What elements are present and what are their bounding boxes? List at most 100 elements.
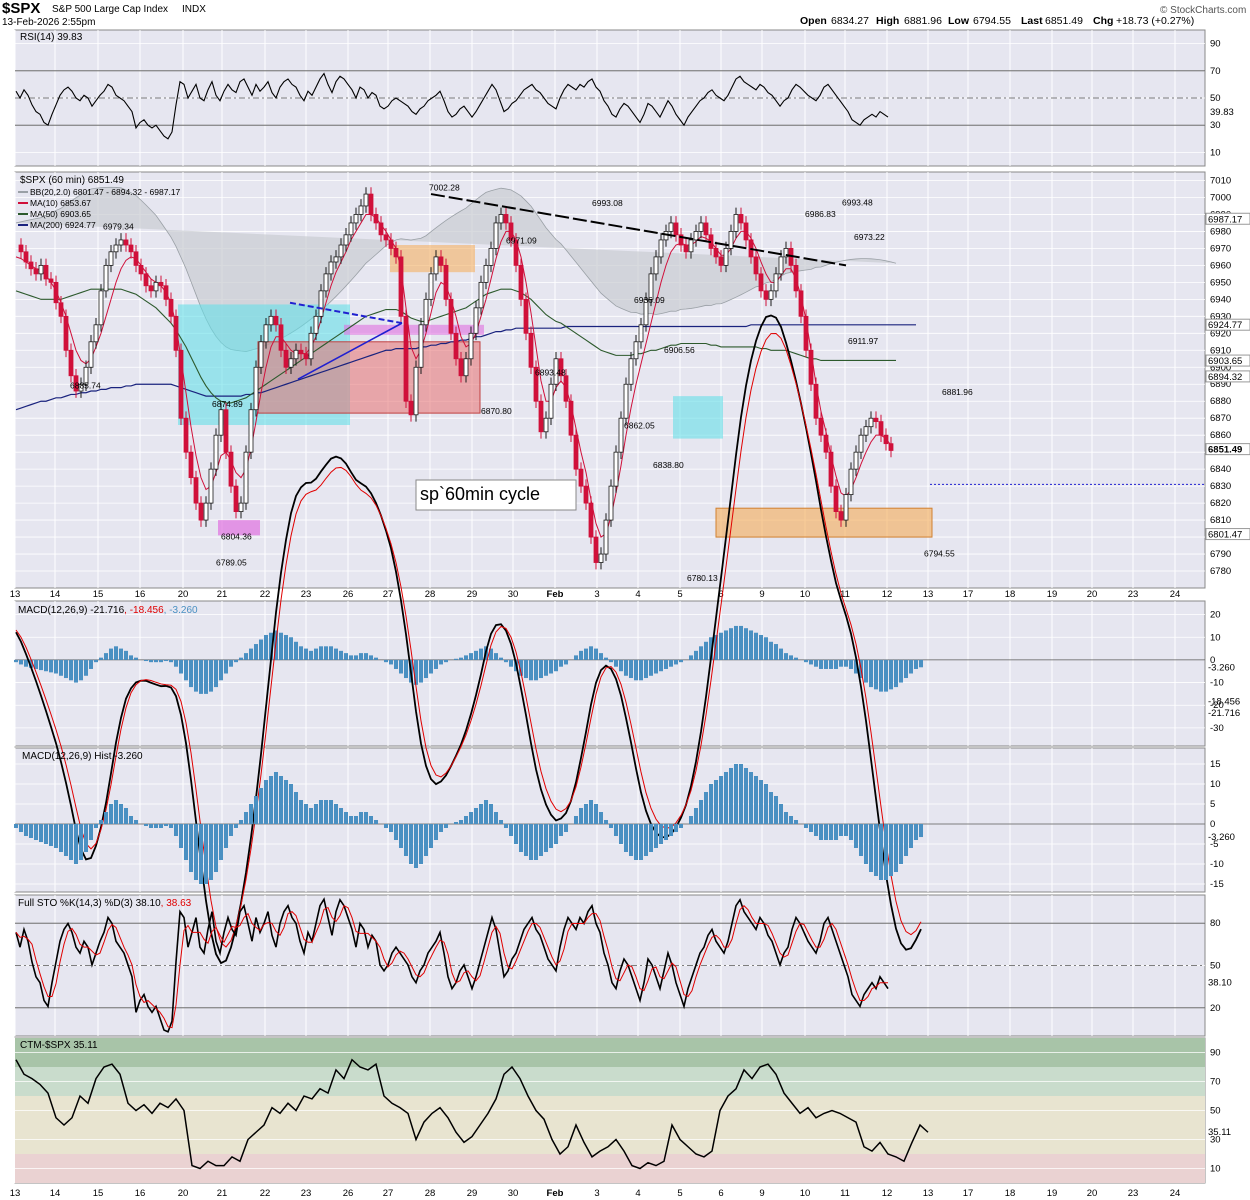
- x-axis-label: 11: [840, 589, 850, 600]
- macd-hist-bar: [189, 659, 193, 688]
- candle-body: [583, 485, 589, 504]
- macd-hist-bar: [24, 659, 28, 667]
- hist-bar: [354, 816, 358, 824]
- price-annotation: 6838.80: [653, 460, 684, 470]
- hist-bar: [329, 800, 333, 824]
- hist-bar: [384, 824, 388, 828]
- candle-body: [753, 256, 759, 275]
- hist-bar: [619, 824, 623, 844]
- candle-body: [298, 349, 304, 355]
- macd-y-tick: -10: [1210, 678, 1224, 689]
- x-axis-label: 24: [1170, 589, 1181, 600]
- candle-body: [148, 285, 154, 292]
- macd-hist-bar: [619, 659, 623, 672]
- hist-bar: [714, 780, 718, 824]
- macd-hist-bar: [754, 632, 758, 660]
- macd-hist-bar: [774, 644, 778, 660]
- price-value-tag: [1205, 212, 1250, 225]
- candle-body: [483, 264, 489, 283]
- macd-hist-bar: [399, 659, 403, 674]
- candle-body: [548, 383, 554, 419]
- candle-body: [553, 358, 559, 385]
- macd-hist-bar: [759, 634, 763, 660]
- x-axis-label: 28: [425, 1188, 436, 1199]
- price-annotation: 6911.97: [848, 336, 878, 346]
- candle-body: [243, 451, 249, 504]
- ctm-y-tick: 10: [1210, 1164, 1221, 1175]
- hist-bar: [749, 772, 753, 824]
- hist-bar: [519, 824, 523, 852]
- price-annotation: 6906.56: [664, 345, 695, 355]
- hist-bar: [609, 824, 613, 828]
- x-axis-label: 9: [759, 589, 764, 600]
- high-label: High: [876, 15, 899, 27]
- x-axis-label: 12: [882, 1188, 893, 1199]
- candle-body: [678, 234, 684, 246]
- rsi-value-label: 39.83: [1210, 107, 1234, 118]
- x-axis-label: 30: [508, 589, 519, 600]
- price-right-label: 6987.17: [1208, 214, 1242, 225]
- macd-hist-bar: [314, 648, 318, 660]
- price-y-tick: 6890: [1210, 379, 1231, 390]
- cycle-note: sp`60min cycle: [420, 484, 540, 504]
- x-axis-label: 3: [594, 1188, 599, 1199]
- candle-body: [673, 222, 679, 236]
- candle-body: [378, 222, 384, 236]
- candle-body: [368, 193, 374, 215]
- price-y-tick: 6900: [1210, 362, 1231, 373]
- macd-hist-bar: [184, 659, 188, 681]
- low-label: Low: [948, 15, 970, 27]
- candle-body: [108, 251, 114, 266]
- hist-bar: [39, 824, 43, 842]
- macd-right-label: -18.456: [1208, 697, 1240, 708]
- hist-bar: [129, 816, 133, 824]
- candle-body: [833, 485, 839, 512]
- hist-bar: [669, 824, 673, 836]
- price-annotation: 6993.48: [842, 198, 873, 208]
- hist-y-tick: -5: [1210, 839, 1218, 850]
- macd-hist-bar: [84, 659, 88, 676]
- candle-body: [173, 315, 179, 351]
- macd-hist-bar: [479, 648, 483, 660]
- hist-bar: [254, 796, 258, 824]
- hist-bar: [629, 824, 633, 856]
- macd-hist-bar: [29, 659, 33, 668]
- macd-hist-bar: [324, 646, 328, 660]
- macd-hist-bar: [239, 657, 243, 660]
- hist-bar: [194, 824, 198, 880]
- macd-hist-bar: [384, 659, 388, 663]
- hist-bar: [409, 824, 413, 864]
- resistance-trendline: [430, 193, 847, 267]
- macd-hist-bar: [869, 659, 873, 688]
- legend-entry: MA(200) 6924.77: [30, 220, 96, 230]
- hist-bar: [219, 824, 223, 860]
- hist-bar: [119, 804, 123, 824]
- hist-bar: [424, 824, 428, 856]
- macd-hist-bar: [424, 659, 428, 679]
- macd-hist-bar: [14, 659, 18, 663]
- macd-hist-bar: [499, 657, 503, 660]
- hist-bar: [204, 824, 208, 884]
- low-value: 6794.55: [973, 15, 1011, 27]
- hist-bar: [504, 824, 508, 828]
- macd-hist-bar: [64, 659, 68, 679]
- macd-hist-bar: [659, 659, 663, 672]
- candle-body: [248, 409, 254, 453]
- macd-hist-bar: [819, 659, 823, 669]
- hist-bar: [304, 804, 308, 824]
- macd-hist-bar: [459, 657, 463, 660]
- hist-bar: [169, 824, 173, 828]
- price-right-label: 6851.49: [1208, 445, 1242, 456]
- candle-body: [468, 332, 474, 360]
- blue-dashed-trendline: [289, 301, 403, 325]
- macd-hist-bar: [674, 659, 678, 665]
- candle-body: [238, 502, 244, 512]
- macd-hist-bar: [899, 659, 903, 683]
- macd-hist-bar: [374, 657, 378, 660]
- macd-hist-bar: [719, 632, 723, 660]
- macd-hist-bar: [334, 648, 338, 660]
- hist-bar: [434, 824, 438, 840]
- x-axis-label: 5: [677, 1188, 682, 1199]
- hist-bar: [459, 820, 463, 824]
